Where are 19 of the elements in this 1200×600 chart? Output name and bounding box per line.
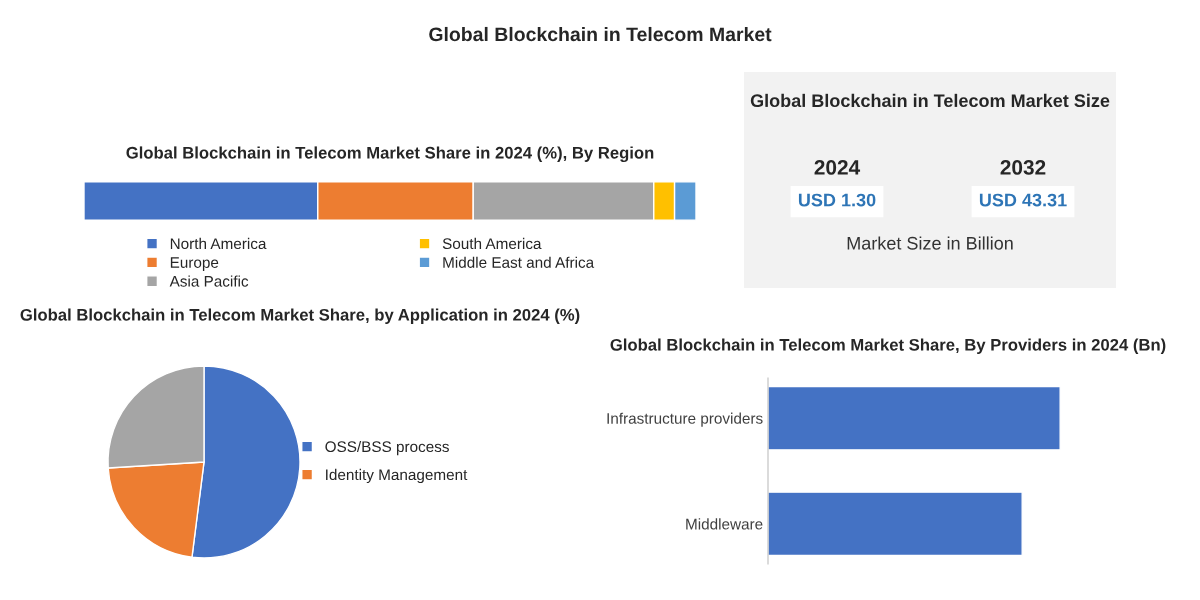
text: 2024 [814, 160, 861, 175]
legend-label: South America [442, 237, 542, 250]
text: Global Blockchain in Telecom Market Size [750, 93, 1110, 108]
text: Market Size in Billion [847, 236, 1013, 250]
text: USD 43.31 [979, 193, 1067, 207]
legend-label: Asia Pacific [169, 275, 249, 287]
legend-label: Identity Management [326, 468, 468, 484]
legend-label: OSS/BSS process [325, 440, 449, 456]
legend-label: North America [170, 237, 267, 250]
chart-title: Global Blockchain in Telecom Market Share, By Providers in 2024 (Bn) [610, 338, 1166, 354]
legend-label: Europe [170, 257, 219, 271]
text: Global Blockchain in Telecom Market [429, 26, 772, 42]
y-tick-label: Middleware [686, 518, 763, 530]
text: USD 1.30 [798, 193, 876, 207]
chart-title: Global Blockchain in Telecom Market Share, by Application in 2024 (%) [20, 308, 580, 324]
chart-title: Global Blockchain in Telecom Market Share in 2024 (%), By Region [126, 146, 654, 162]
legend-label: Middle East and Africa [443, 256, 595, 268]
y-tick-label: Infrastructure providers [607, 412, 763, 427]
text: 2032 [1000, 160, 1046, 175]
